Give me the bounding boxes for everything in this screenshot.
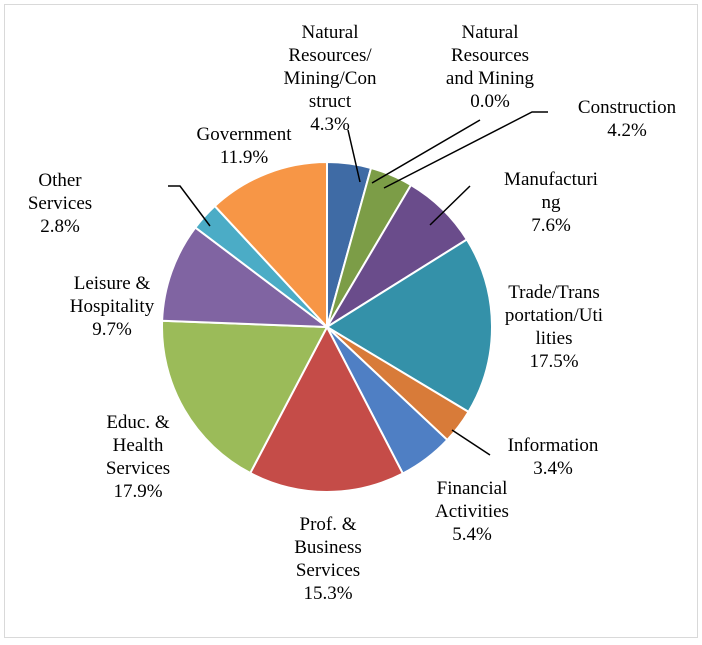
slice-label-line: struct	[309, 91, 352, 112]
pie-slice	[213, 160, 328, 330]
slice-label: Trade/Trans portation/Uti lities 17.5%	[505, 282, 603, 372]
slice-label-line: Business	[294, 537, 362, 558]
slice-label: Government 11.9%	[197, 124, 293, 168]
slice-label-line: Financial	[437, 478, 508, 499]
slice-percent: 2.8%	[40, 216, 80, 237]
slice-label-line: Information	[508, 435, 599, 456]
slice-label: Construction 4.2%	[578, 97, 677, 141]
slice-label-line: Services	[296, 560, 360, 581]
slice-percent: 4.2%	[607, 120, 647, 141]
slice-label-line: portation/Uti	[505, 305, 603, 326]
slice-label-line: Activities	[435, 501, 509, 522]
leader-line	[383, 111, 548, 189]
slice-label-line: Educ. &	[106, 412, 170, 433]
slice-label: Financial Activities 5.4%	[435, 478, 509, 545]
slice-label-line: Other	[38, 170, 82, 191]
slice-label-line: Manufacturi	[504, 169, 598, 190]
slice-label: Prof. & Business Services 15.3%	[294, 514, 362, 604]
slice-label-line: Services	[106, 458, 170, 479]
slice-label-line: Services	[28, 193, 92, 214]
pie-slice	[161, 319, 329, 475]
slice-percent: 0.0%	[470, 91, 510, 112]
slice-percent: 17.5%	[529, 351, 578, 372]
slice-label: Information 3.4%	[508, 435, 599, 479]
leader-line	[451, 429, 491, 456]
slice-label-line: Prof. &	[300, 514, 357, 535]
slice-percent: 3.4%	[533, 458, 573, 479]
slice-label-line: and Mining	[446, 68, 535, 89]
slice-label: Natural Resources/Mining/Con struct 4.3%	[284, 22, 377, 135]
slice-percent: 7.6%	[531, 215, 571, 236]
pie-slice	[248, 324, 405, 493]
slice-label-line: Health	[113, 435, 164, 456]
slice-label-line: Natural	[462, 22, 519, 43]
leader-line	[429, 185, 471, 226]
pie-slice	[325, 238, 493, 414]
slice-label: Leisure & Hospitality 9.7%	[70, 273, 155, 340]
leader-line	[168, 185, 211, 227]
slice-label-line: Leisure &	[74, 273, 151, 294]
slice-percent: 4.3%	[310, 114, 350, 135]
slice-percent: 17.9%	[113, 481, 162, 502]
slice-label: Other Services 2.8%	[28, 170, 92, 237]
slice-label-line: Resources	[451, 45, 529, 66]
leader-line	[347, 129, 361, 183]
pie-slice	[161, 226, 331, 329]
slice-label: Manufacturi ng 7.6%	[504, 169, 598, 236]
slice-label-line: Natural	[302, 22, 359, 43]
slice-label-line: Construction	[578, 97, 677, 118]
slice-label-line: Resources/	[288, 45, 372, 66]
slice-label-line: Government	[197, 124, 293, 145]
slice-label-line: lities	[536, 328, 573, 349]
slice-label-line: Hospitality	[70, 296, 155, 317]
slice-label: Natural Resources and Mining 0.0%	[446, 22, 535, 112]
slice-percent: 5.4%	[452, 524, 492, 545]
leader-line	[371, 119, 481, 184]
slice-label-line: Trade/Trans	[508, 282, 600, 303]
slice-percent: 11.9%	[220, 147, 269, 168]
slice-label-line: ng	[542, 192, 562, 213]
slice-percent: 9.7%	[92, 319, 132, 340]
slice-label: Educ. & Health Services 17.9%	[106, 412, 170, 502]
slice-percent: 15.3%	[303, 583, 352, 604]
slice-label-line: Mining/Con	[284, 68, 377, 89]
